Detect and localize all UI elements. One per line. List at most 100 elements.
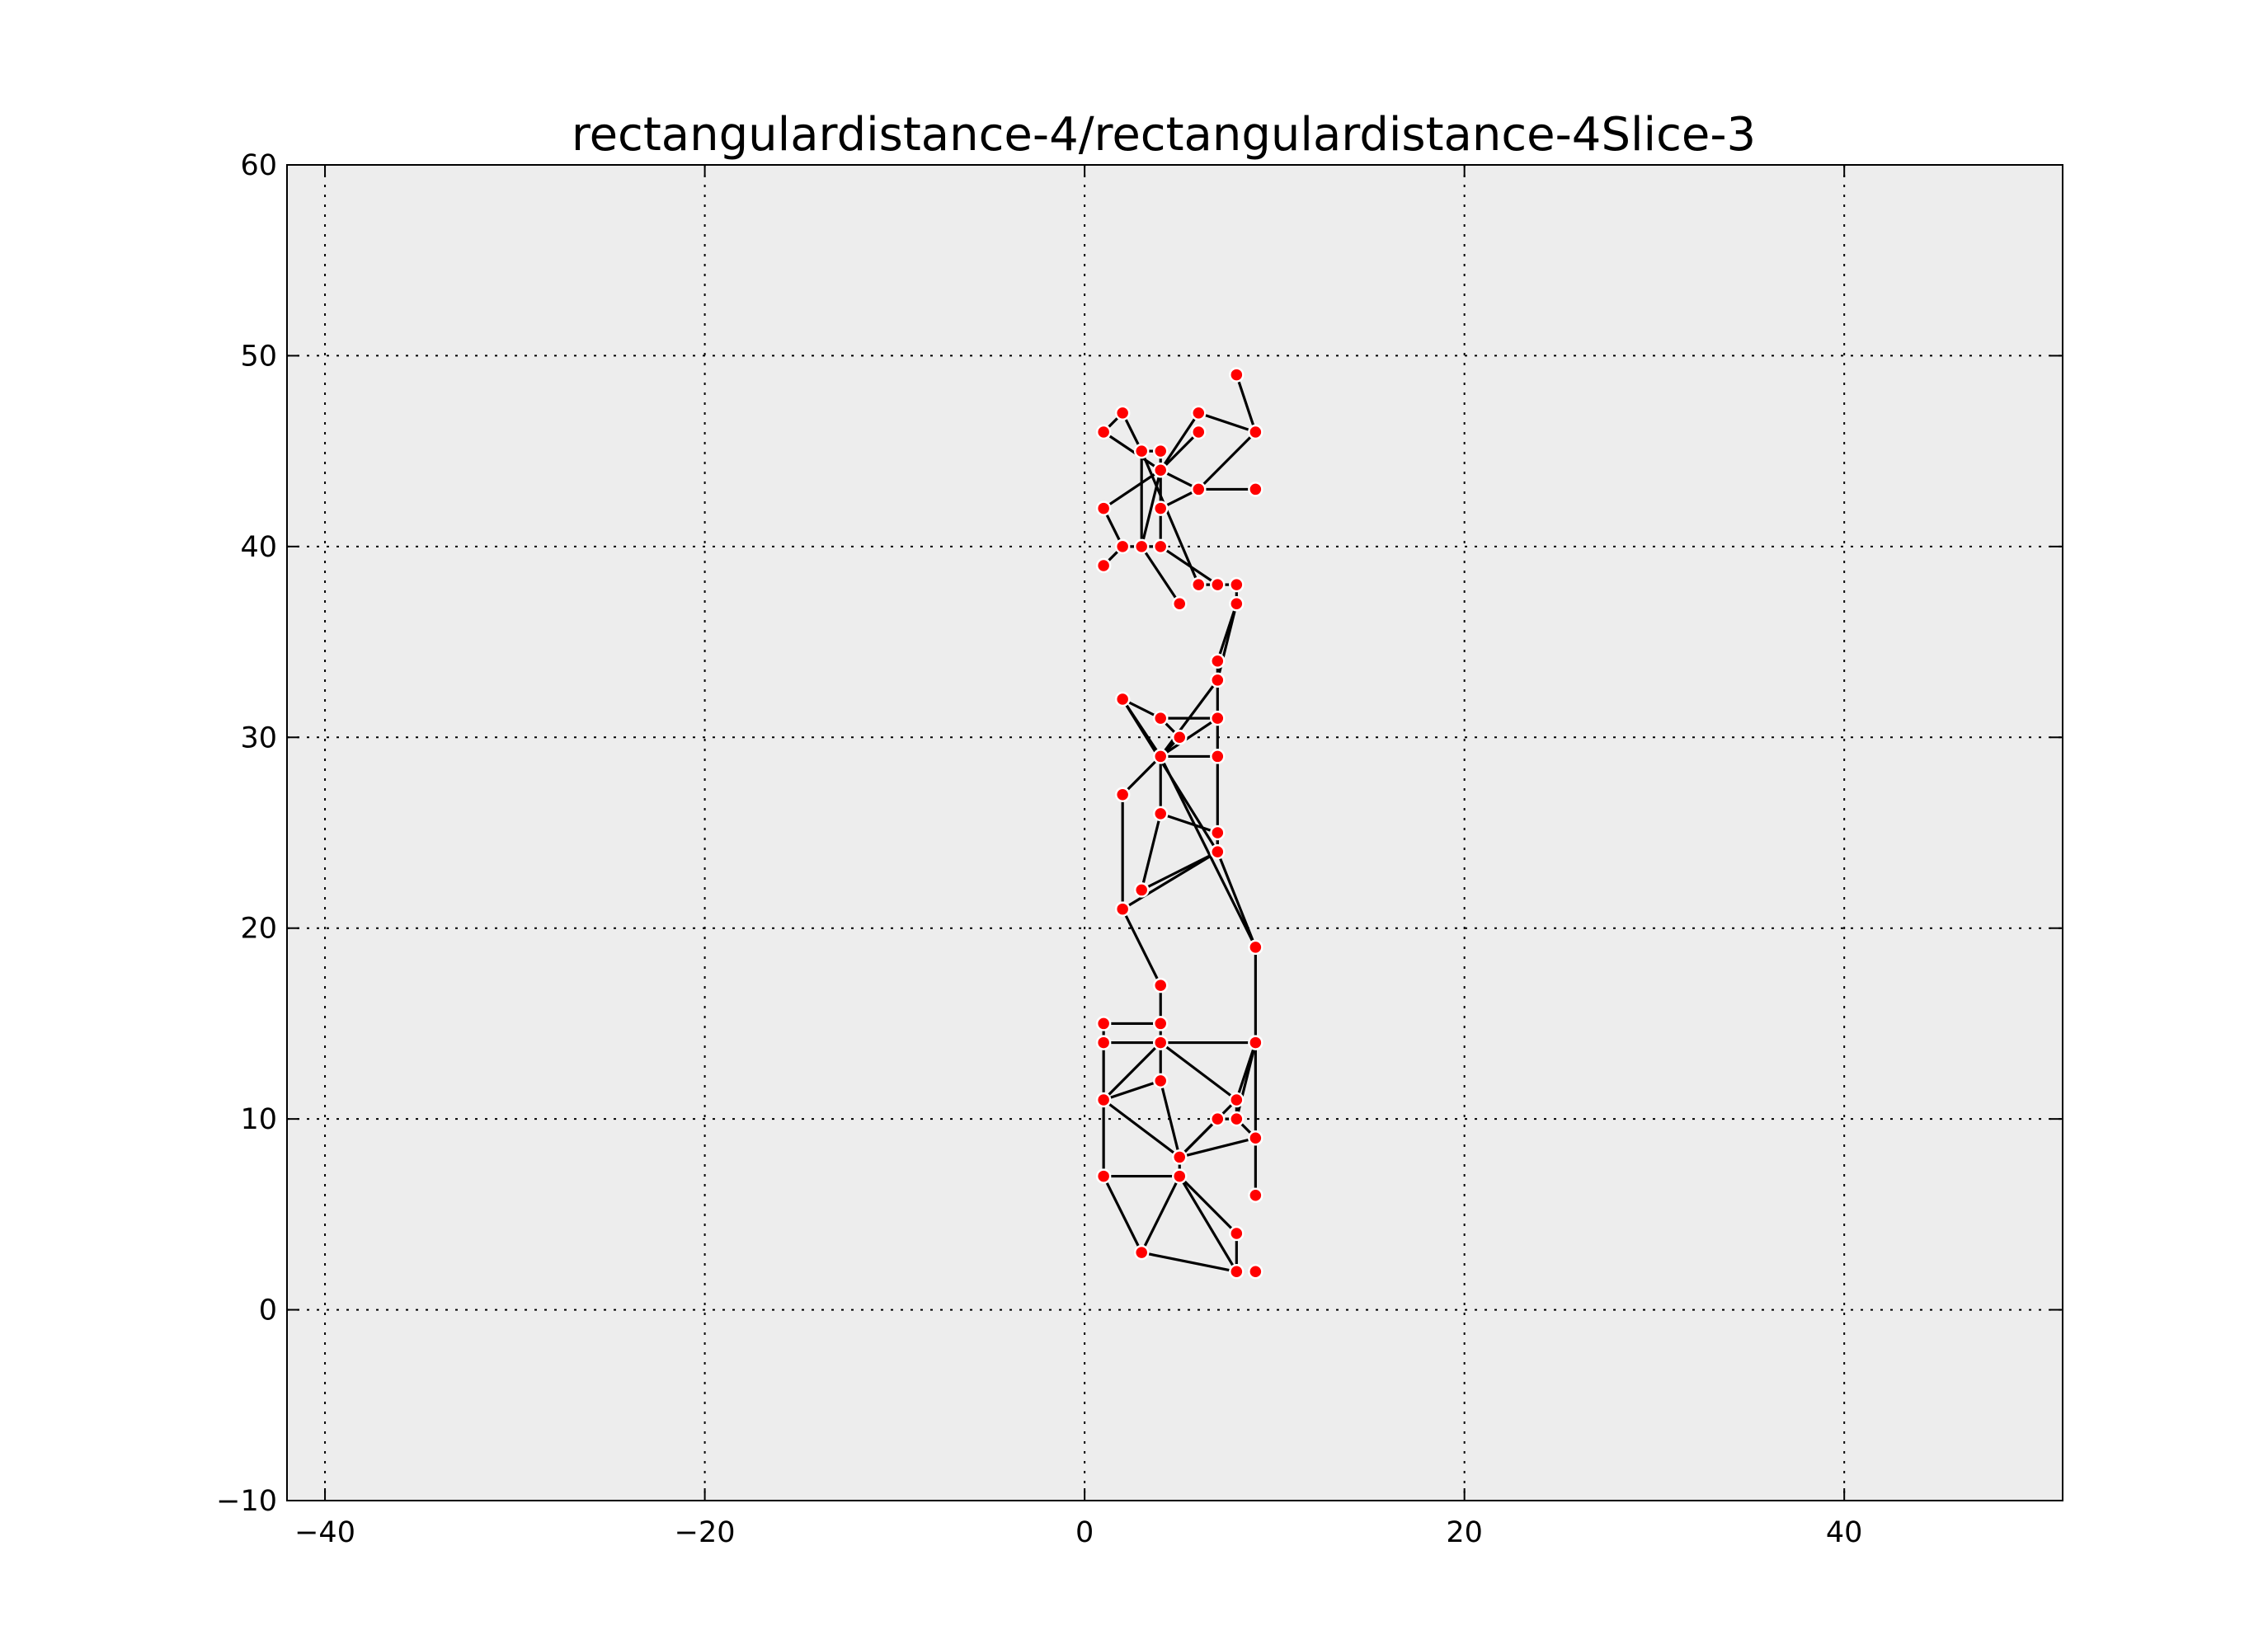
x-tick-label: 0	[1075, 1516, 1094, 1549]
y-tick-label: 0	[259, 1294, 277, 1327]
graph-edge	[1160, 1041, 1238, 1102]
y-axis-tick-labels: −10 0 10 20 30 40 50 60	[216, 149, 277, 1518]
graph-node	[1172, 730, 1188, 745]
graph-node	[1095, 557, 1112, 574]
graph-edge	[1140, 1175, 1181, 1253]
graph-node	[1172, 596, 1188, 612]
graph-node	[1152, 443, 1169, 459]
y-tick-label: 50	[240, 340, 277, 373]
graph-node	[1191, 482, 1207, 497]
graph-node	[1152, 806, 1169, 822]
graph-node	[1191, 405, 1207, 421]
x-tick-label: 20	[1446, 1516, 1483, 1549]
chart-title: rectangulardistance-4/rectangulardistanc…	[572, 108, 1756, 162]
graph-node	[1229, 1225, 1245, 1242]
graph-node	[1248, 1264, 1263, 1280]
graph-edge	[1103, 1079, 1161, 1102]
graph-node	[1248, 424, 1263, 440]
graph-node	[1229, 1111, 1245, 1127]
graph-node	[1152, 463, 1169, 478]
graph-edge	[1140, 545, 1181, 605]
graph-node	[1229, 367, 1245, 383]
graph-edge	[1140, 813, 1162, 890]
graph-node	[1095, 1016, 1112, 1031]
graph-node	[1114, 405, 1131, 421]
graph-edge	[1159, 411, 1200, 472]
graph-edge	[1103, 1098, 1181, 1158]
graph-node	[1152, 977, 1169, 994]
graph-node	[1229, 596, 1245, 612]
graph-edge	[1140, 469, 1162, 547]
graph-edge	[1102, 1175, 1143, 1253]
graph-node	[1152, 710, 1169, 726]
graph-node	[1210, 1111, 1226, 1127]
graph-node	[1210, 749, 1226, 764]
graph-edge	[1178, 1175, 1238, 1273]
graph-node	[1114, 538, 1131, 555]
graph-node	[1210, 843, 1226, 860]
graph-node	[1210, 576, 1226, 593]
graph-node	[1248, 482, 1263, 497]
graph-edge	[1179, 1136, 1256, 1158]
plot-area	[287, 165, 2063, 1501]
graph-node	[1172, 1168, 1188, 1184]
graph-node	[1210, 672, 1226, 688]
y-tick-label: 40	[240, 531, 277, 564]
graph-edge	[1235, 374, 1257, 433]
x-tick-label: −20	[675, 1516, 736, 1549]
graph-edge	[1198, 430, 1257, 491]
graph-edge	[1160, 430, 1200, 472]
x-tick-label: 40	[1826, 1516, 1863, 1549]
graph-node	[1114, 787, 1131, 802]
y-tick-label: 20	[240, 913, 277, 946]
graph-edge	[1160, 812, 1218, 834]
x-tick-label: −40	[294, 1516, 355, 1549]
graph-edge	[1103, 430, 1162, 472]
graph-node	[1095, 1168, 1112, 1184]
graph-node	[1210, 710, 1226, 726]
graph-node	[1229, 576, 1245, 593]
graph-edge	[1141, 1251, 1237, 1273]
graph-node	[1095, 1035, 1112, 1050]
graph-edge	[1122, 755, 1162, 796]
axis-ticks	[287, 164, 2063, 1501]
graph-node	[1152, 749, 1169, 764]
y-tick-label: 30	[240, 721, 277, 754]
graph-node	[1229, 1264, 1245, 1280]
graph-edge	[1103, 1041, 1162, 1102]
y-tick-label: −10	[216, 1485, 277, 1518]
graph-node	[1114, 691, 1131, 707]
graph-node	[1152, 500, 1169, 516]
graph-edge	[1140, 450, 1200, 585]
graph-edge	[1160, 545, 1219, 586]
x-axis-tick-labels: −40 −20 0 20 40	[294, 1516, 1862, 1549]
graph-node	[1248, 1130, 1263, 1146]
graph-node	[1210, 653, 1226, 669]
graph-node	[1133, 1244, 1150, 1261]
graph-edge	[1122, 850, 1219, 910]
graph-edge	[1179, 1098, 1238, 1158]
y-tick-label: 60	[240, 149, 277, 182]
graph-edge	[1216, 851, 1257, 948]
graph-edge	[1159, 755, 1257, 948]
graph-node	[1248, 1187, 1263, 1203]
graph-node	[1152, 1073, 1169, 1089]
graph-node	[1191, 424, 1207, 440]
nodes-group	[1095, 367, 1263, 1280]
graph-node	[1095, 424, 1112, 440]
graph-node	[1152, 1035, 1169, 1050]
graph-edge	[1121, 908, 1162, 986]
graph-node	[1210, 824, 1226, 841]
plot-frame	[286, 164, 2063, 1501]
graph-node	[1248, 1035, 1263, 1050]
graph-node	[1114, 901, 1131, 917]
graph-node	[1172, 1149, 1188, 1165]
graph-node	[1133, 443, 1150, 459]
graph-node	[1095, 1092, 1112, 1108]
graph-edge	[1198, 411, 1256, 434]
graph-edge	[1159, 1080, 1181, 1158]
graph-node	[1152, 538, 1169, 555]
graph-node	[1152, 1016, 1169, 1031]
graph-node	[1191, 576, 1207, 593]
